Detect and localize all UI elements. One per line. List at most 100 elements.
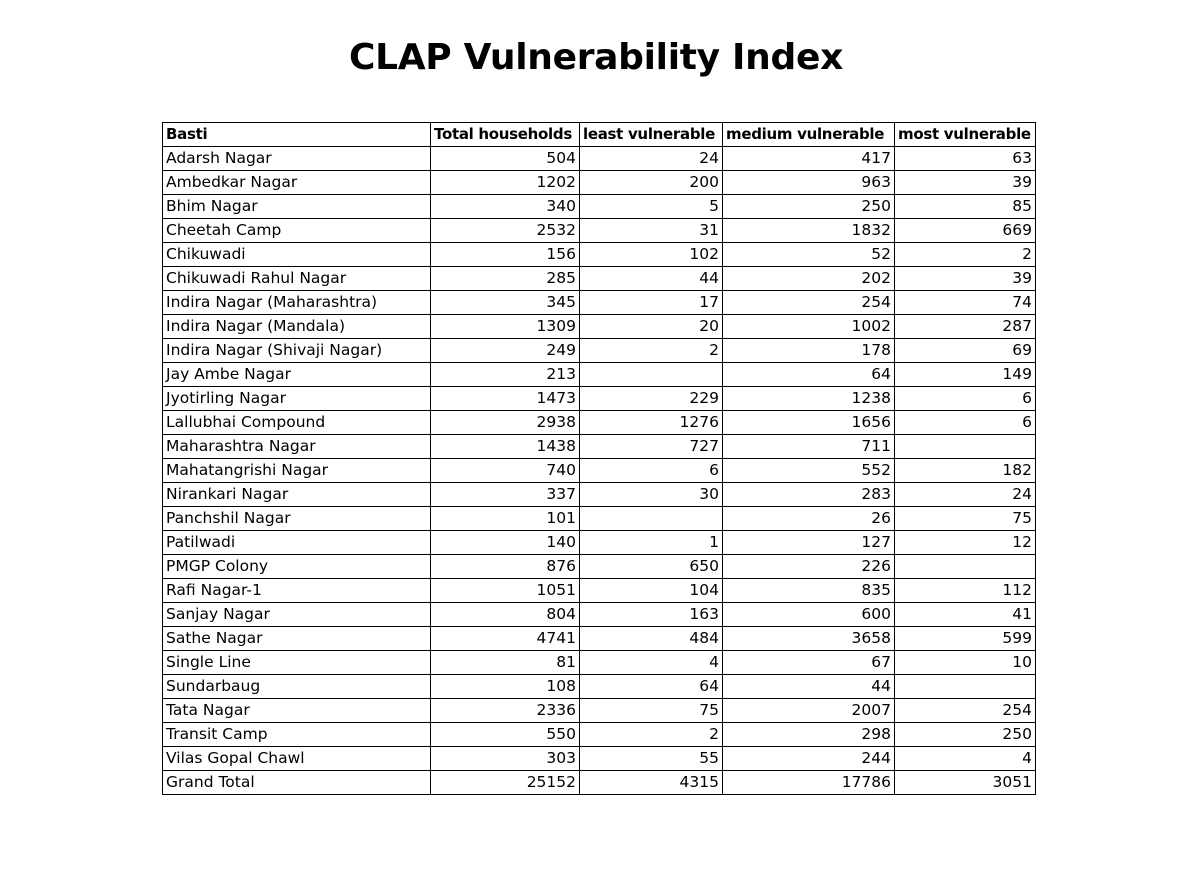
cell-medium-vulnerable: 1832: [722, 218, 895, 243]
vulnerability-table: Basti Total households least vulnerable …: [162, 122, 1036, 795]
cell-least-vulnerable: 4315: [579, 770, 723, 795]
cell-most-vulnerable: 24: [894, 482, 1036, 507]
cell-medium-vulnerable: 3658: [722, 626, 895, 651]
cell-least-vulnerable: 727: [579, 434, 723, 459]
cell-total-households: 25152: [430, 770, 580, 795]
cell-basti: Sathe Nagar: [162, 626, 431, 651]
cell-least-vulnerable: 20: [579, 314, 723, 339]
table-row: Jay Ambe Nagar 213 64 149: [162, 362, 1036, 387]
cell-least-vulnerable: 44: [579, 266, 723, 291]
table-header-row: Basti Total households least vulnerable …: [162, 122, 1036, 147]
cell-most-vulnerable: 69: [894, 338, 1036, 363]
cell-basti: Indira Nagar (Maharashtra): [162, 290, 431, 315]
cell-least-vulnerable: 5: [579, 194, 723, 219]
header-least-vulnerable: least vulnerable: [579, 122, 723, 147]
cell-least-vulnerable: 4: [579, 650, 723, 675]
table-row: Cheetah Camp 2532 31 1832 669: [162, 218, 1036, 243]
cell-total-households: 340: [430, 194, 580, 219]
cell-total-households: 2532: [430, 218, 580, 243]
cell-least-vulnerable: 229: [579, 386, 723, 411]
cell-least-vulnerable: 1: [579, 530, 723, 555]
cell-least-vulnerable: [579, 362, 723, 387]
cell-most-vulnerable: 4: [894, 746, 1036, 771]
table-row: PMGP Colony 876 650 226: [162, 554, 1036, 579]
cell-total-households: 101: [430, 506, 580, 531]
cell-most-vulnerable: 3051: [894, 770, 1036, 795]
table-row: Ambedkar Nagar 1202 200 963 39: [162, 170, 1036, 195]
header-most-vulnerable: most vulnerable: [894, 122, 1036, 147]
cell-total-households: 876: [430, 554, 580, 579]
cell-most-vulnerable: 6: [894, 386, 1036, 411]
cell-basti: Rafi Nagar-1: [162, 578, 431, 603]
table-row: Nirankari Nagar 337 30 283 24: [162, 482, 1036, 507]
table-row: Single Line 81 4 67 10: [162, 650, 1036, 675]
cell-most-vulnerable: 112: [894, 578, 1036, 603]
cell-least-vulnerable: 17: [579, 290, 723, 315]
cell-medium-vulnerable: 17786: [722, 770, 895, 795]
table-row: Panchshil Nagar 101 26 75: [162, 506, 1036, 531]
cell-most-vulnerable: 2: [894, 242, 1036, 267]
cell-medium-vulnerable: 835: [722, 578, 895, 603]
cell-basti: Indira Nagar (Mandala): [162, 314, 431, 339]
cell-least-vulnerable: 2: [579, 722, 723, 747]
table-row: Chikuwadi Rahul Nagar 285 44 202 39: [162, 266, 1036, 291]
cell-least-vulnerable: 2: [579, 338, 723, 363]
cell-most-vulnerable: 287: [894, 314, 1036, 339]
cell-total-households: 1473: [430, 386, 580, 411]
table-row: Adarsh Nagar 504 24 417 63: [162, 146, 1036, 171]
cell-medium-vulnerable: 52: [722, 242, 895, 267]
cell-basti: Sundarbaug: [162, 674, 431, 699]
cell-most-vulnerable: 182: [894, 458, 1036, 483]
cell-medium-vulnerable: 44: [722, 674, 895, 699]
cell-medium-vulnerable: 254: [722, 290, 895, 315]
cell-basti: Nirankari Nagar: [162, 482, 431, 507]
cell-medium-vulnerable: 67: [722, 650, 895, 675]
cell-basti: Indira Nagar (Shivaji Nagar): [162, 338, 431, 363]
cell-basti: Jyotirling Nagar: [162, 386, 431, 411]
cell-basti: Tata Nagar: [162, 698, 431, 723]
cell-medium-vulnerable: 26: [722, 506, 895, 531]
cell-medium-vulnerable: 244: [722, 746, 895, 771]
cell-least-vulnerable: 30: [579, 482, 723, 507]
cell-basti: Vilas Gopal Chawl: [162, 746, 431, 771]
table-row: Tata Nagar 2336 75 2007 254: [162, 698, 1036, 723]
table-row: Indira Nagar (Shivaji Nagar) 249 2 178 69: [162, 338, 1036, 363]
cell-most-vulnerable: [894, 674, 1036, 699]
cell-basti: Bhim Nagar: [162, 194, 431, 219]
cell-basti: PMGP Colony: [162, 554, 431, 579]
cell-medium-vulnerable: 178: [722, 338, 895, 363]
cell-most-vulnerable: 39: [894, 266, 1036, 291]
cell-least-vulnerable: [579, 506, 723, 531]
cell-most-vulnerable: 149: [894, 362, 1036, 387]
cell-total-households: 2336: [430, 698, 580, 723]
cell-basti: Patilwadi: [162, 530, 431, 555]
cell-basti: Grand Total: [162, 770, 431, 795]
cell-most-vulnerable: 41: [894, 602, 1036, 627]
cell-least-vulnerable: 650: [579, 554, 723, 579]
cell-basti: Ambedkar Nagar: [162, 170, 431, 195]
cell-medium-vulnerable: 226: [722, 554, 895, 579]
cell-total-households: 1051: [430, 578, 580, 603]
cell-medium-vulnerable: 1002: [722, 314, 895, 339]
table-row: Chikuwadi 156 102 52 2: [162, 242, 1036, 267]
cell-medium-vulnerable: 600: [722, 602, 895, 627]
cell-most-vulnerable: 254: [894, 698, 1036, 723]
cell-most-vulnerable: [894, 554, 1036, 579]
cell-least-vulnerable: 24: [579, 146, 723, 171]
header-medium-vulnerable: medium vulnerable: [722, 122, 895, 147]
cell-least-vulnerable: 104: [579, 578, 723, 603]
cell-total-households: 504: [430, 146, 580, 171]
cell-most-vulnerable: 74: [894, 290, 1036, 315]
cell-basti: Transit Camp: [162, 722, 431, 747]
cell-most-vulnerable: [894, 434, 1036, 459]
cell-total-households: 140: [430, 530, 580, 555]
header-basti: Basti: [162, 122, 431, 147]
cell-least-vulnerable: 31: [579, 218, 723, 243]
cell-least-vulnerable: 163: [579, 602, 723, 627]
cell-total-households: 81: [430, 650, 580, 675]
cell-total-households: 740: [430, 458, 580, 483]
cell-medium-vulnerable: 2007: [722, 698, 895, 723]
cell-medium-vulnerable: 963: [722, 170, 895, 195]
cell-medium-vulnerable: 1656: [722, 410, 895, 435]
cell-least-vulnerable: 200: [579, 170, 723, 195]
